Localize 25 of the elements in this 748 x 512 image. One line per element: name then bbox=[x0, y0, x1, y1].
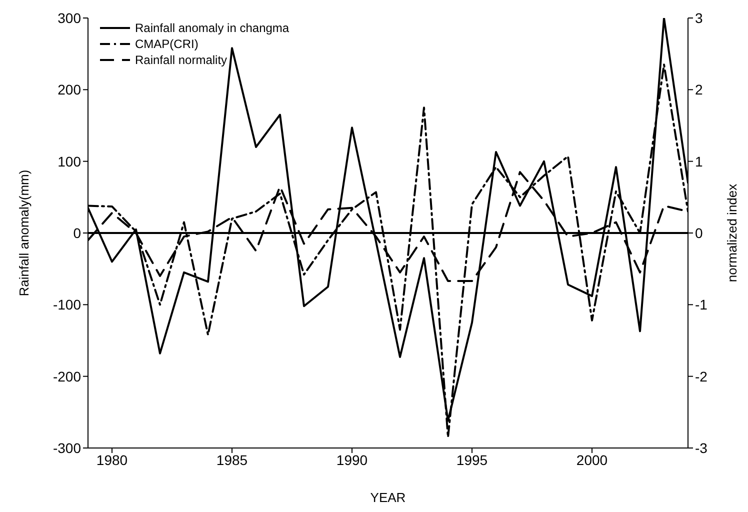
legend-label: Rainfall normality bbox=[135, 52, 228, 68]
y-tick-label: -200 bbox=[52, 368, 82, 384]
y-axis-title: Rainfall anomaly(mm) bbox=[16, 170, 32, 296]
y2-tick-label: -1 bbox=[695, 296, 708, 313]
y-tick-label: -300 bbox=[52, 440, 82, 456]
y2-tick-label: 1 bbox=[695, 153, 703, 170]
x-tick-label: 2000 bbox=[576, 452, 608, 468]
y2-tick-label: 3 bbox=[695, 10, 703, 26]
y-tick-label: 200 bbox=[58, 82, 82, 98]
y2-tick-label: -3 bbox=[695, 440, 708, 456]
y2-tick-label: 2 bbox=[695, 82, 703, 98]
x-tick-label: 1990 bbox=[336, 452, 368, 468]
legend-label: Rainfall anomaly in changma bbox=[135, 20, 290, 36]
y2-tick-label: 0 bbox=[695, 224, 703, 241]
y-tick-label: 100 bbox=[58, 153, 82, 170]
x-tick-label: 1995 bbox=[456, 452, 488, 468]
legend-label: CMAP(CRI) bbox=[135, 36, 198, 52]
y-tick-label: -100 bbox=[52, 296, 82, 313]
x-axis-title: YEAR bbox=[370, 490, 406, 505]
x-tick-label: 1980 bbox=[96, 452, 128, 468]
y-tick-label: 0 bbox=[73, 224, 82, 241]
x-tick-label: 1985 bbox=[216, 452, 248, 468]
y-tick-label: 300 bbox=[58, 10, 82, 26]
y2-tick-label: -2 bbox=[695, 368, 708, 384]
y2-axis-title: normalized index bbox=[724, 183, 740, 282]
